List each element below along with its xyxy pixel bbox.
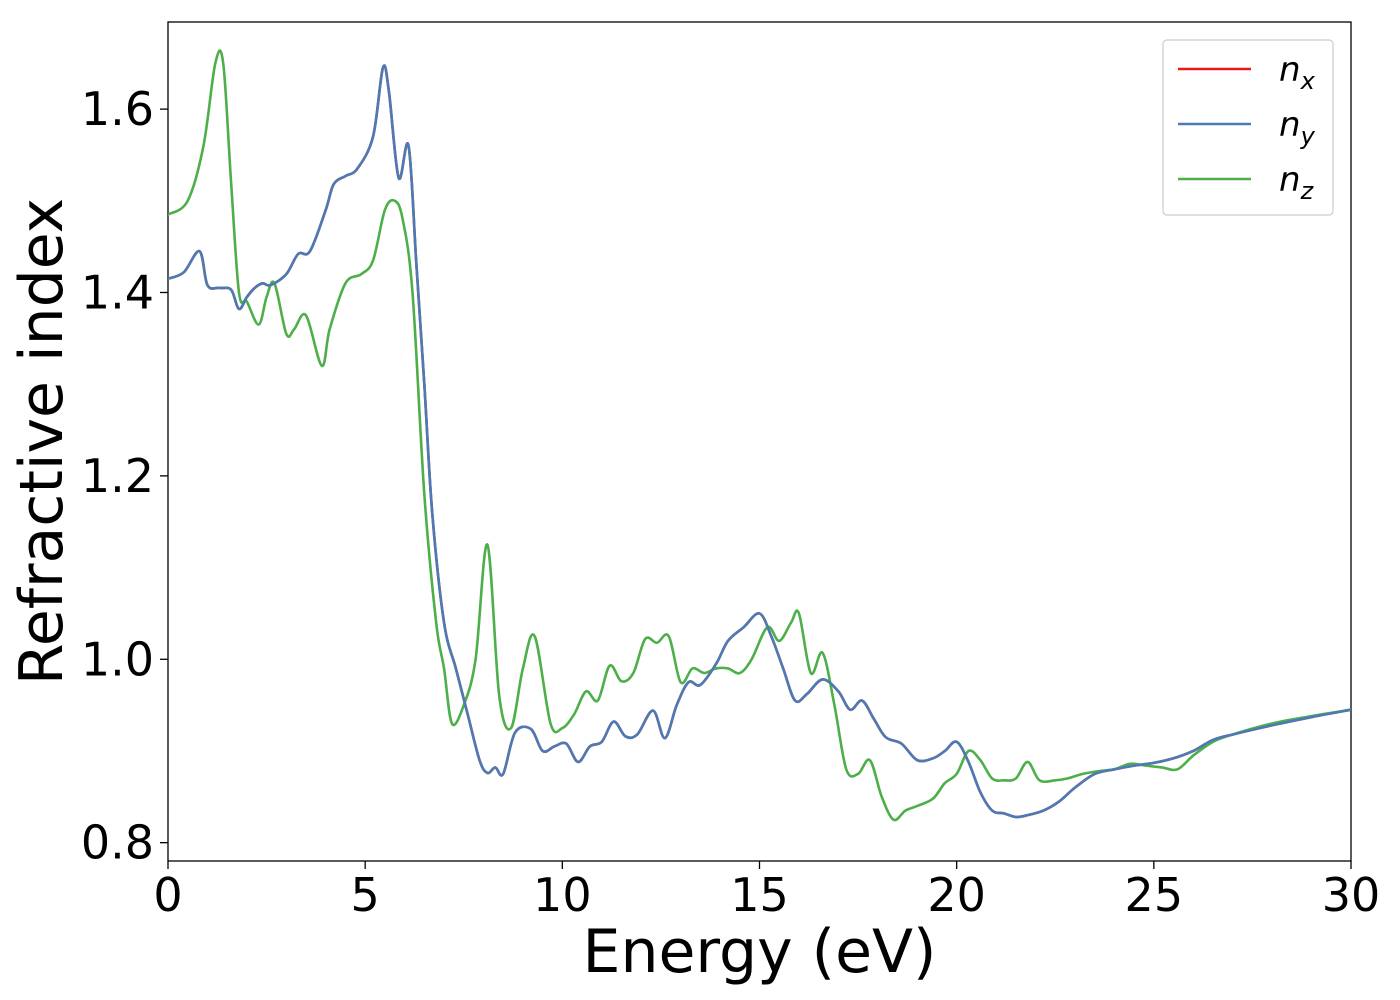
legend-box <box>1162 39 1334 216</box>
series-layer <box>168 49 1351 822</box>
x-tick-label: 0 <box>153 868 182 922</box>
x-tick-label: 5 <box>351 868 380 922</box>
x-tick-label: 10 <box>533 868 592 922</box>
x-axis-title: Energy (eV) <box>583 917 937 987</box>
y-axis-title: Refractive index <box>7 198 77 685</box>
legend-label-ny: ny <box>1279 105 1316 150</box>
y-tick-label: 1.6 <box>81 82 154 136</box>
legend-label-main: n <box>1279 160 1301 200</box>
legend-label-subscript: z <box>1300 177 1315 205</box>
y-axis: 0.8 1.0 1.2 1.4 1.6 <box>81 82 168 870</box>
legend-label-nx: nx <box>1279 50 1316 95</box>
y-tick-label: 1.2 <box>81 449 154 503</box>
legend-label-main: n <box>1279 105 1301 145</box>
x-tick-label: 20 <box>927 868 986 922</box>
series-line-nz <box>168 49 1351 822</box>
series-line-ny <box>168 64 1351 819</box>
y-tick-label: 1.0 <box>81 632 154 686</box>
x-tick-label: 25 <box>1125 868 1184 922</box>
legend-label-main: n <box>1279 50 1301 90</box>
x-tick-label: 30 <box>1322 868 1381 922</box>
x-tick-label: 15 <box>730 868 789 922</box>
x-axis: 0 5 10 15 20 25 30 <box>153 861 1380 922</box>
y-tick-label: 1.4 <box>81 265 154 319</box>
legend-label-subscript: x <box>1300 67 1316 95</box>
legend-label-nz: nz <box>1279 160 1315 205</box>
y-tick-label: 0.8 <box>81 816 154 870</box>
legend-label-subscript: y <box>1300 122 1316 150</box>
